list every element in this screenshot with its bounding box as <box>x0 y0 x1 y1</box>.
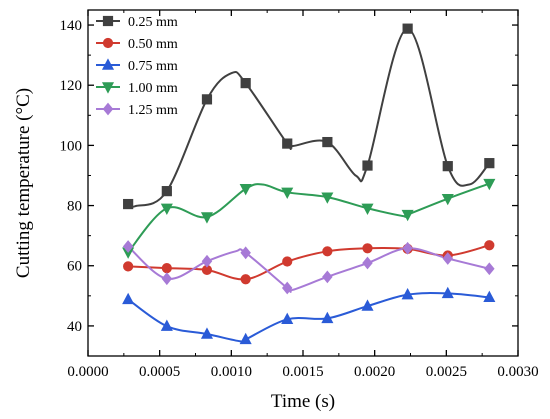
data-point-0-75-mm <box>321 311 334 324</box>
data-point-0-50-mm <box>484 240 495 251</box>
x-tick-label: 0.0005 <box>139 364 180 380</box>
legend: 0.25 mm 0.50 mm 0.75 mm 1.00 mm 1.25 mm <box>96 15 178 118</box>
data-point-0-25-mm <box>322 136 333 148</box>
data-point-1-00-mm <box>441 193 454 206</box>
y-tick-label: 80 <box>67 199 82 215</box>
data-point-1-25-mm <box>322 270 333 284</box>
legend-label-1-25-mm: 1.25 mm <box>128 103 178 118</box>
legend-marker-0-25-mm <box>102 15 114 27</box>
x-tick-label: 0.0020 <box>354 364 395 380</box>
x-tick-label: 0.0000 <box>67 364 108 380</box>
data-point-1-25-mm <box>240 246 251 260</box>
legend-marker-1-00-mm <box>101 82 115 94</box>
data-point-1-25-mm <box>281 281 293 295</box>
data-point-0-25-mm <box>201 94 213 105</box>
data-point-0-25-mm <box>161 186 172 197</box>
x-tick-label: 0.0015 <box>282 364 323 380</box>
series-line-1-00-mm <box>127 182 490 253</box>
data-point-1-00-mm <box>160 203 173 215</box>
data-point-1-25-mm <box>362 256 373 270</box>
data-point-0-50-mm <box>322 246 333 257</box>
data-point-0-75-mm <box>122 292 135 305</box>
data-point-0-75-mm <box>281 312 294 324</box>
data-point-0-75-mm <box>441 286 454 299</box>
data-point-0-50-mm <box>240 274 251 285</box>
data-point-1-00-mm <box>401 209 414 222</box>
data-point-0-50-mm <box>123 261 134 272</box>
data-point-0-75-mm <box>361 299 374 311</box>
data-point-0-50-mm <box>282 256 293 267</box>
data-point-0-50-mm <box>362 243 373 254</box>
data-point-0-25-mm <box>282 138 293 149</box>
data-point-0-75-mm <box>160 319 173 331</box>
series-line-0-25-mm <box>127 27 491 208</box>
data-point-0-75-mm <box>401 287 414 300</box>
legend-label-1-00-mm: 1.00 mm <box>128 81 178 96</box>
data-point-1-25-mm <box>484 262 495 276</box>
legend-marker-1-25-mm <box>102 102 114 116</box>
axes: 0.0000 0.0005 0.0010 0.0015 0.0020 0.0025 0.00… <box>60 9 539 380</box>
legend-marker-0-75-mm <box>101 58 115 70</box>
data-point-0-25-mm <box>240 78 251 89</box>
data-point-1-00-mm <box>361 203 374 215</box>
y-tick-label: 60 <box>67 259 82 275</box>
series-lines <box>127 27 491 344</box>
data-point-0-75-mm <box>200 327 213 339</box>
data-point-1-00-mm <box>321 192 334 204</box>
data-point-0-75-mm <box>483 290 496 303</box>
x-tick-label: 0.0010 <box>211 364 252 380</box>
data-point-1-00-mm <box>239 184 252 196</box>
y-tick-label: 140 <box>60 18 83 34</box>
data-point-1-00-mm <box>200 212 213 224</box>
legend-marker-0-50-mm <box>102 37 114 49</box>
x-tick-label: 0.0025 <box>426 364 467 380</box>
y-tick-label: 40 <box>67 319 82 335</box>
y-axis-title: Cutting temperature (°C) <box>13 88 34 278</box>
data-point-1-25-mm <box>402 241 413 255</box>
data-point-0-25-mm <box>442 161 453 172</box>
data-point-1-00-mm <box>483 178 496 191</box>
series-line-0-75-mm <box>127 292 490 344</box>
legend-label-0-75-mm: 0.75 mm <box>128 59 178 74</box>
data-point-0-25-mm <box>402 23 413 34</box>
data-point-0-25-mm <box>362 160 373 171</box>
legend-label-0-50-mm: 0.50 mm <box>128 37 178 52</box>
series-markers <box>122 23 496 345</box>
x-axis-title: Time (s) <box>271 391 335 412</box>
y-tick-label: 100 <box>60 138 83 154</box>
data-point-1-25-mm <box>442 252 454 265</box>
x-tick-label: 0.0030 <box>497 364 538 380</box>
data-point-1-25-mm <box>161 272 173 286</box>
data-point-1-25-mm <box>201 254 213 268</box>
legend-label-0-25-mm: 0.25 mm <box>128 15 178 30</box>
data-point-0-25-mm <box>484 158 495 169</box>
y-tick-label: 120 <box>60 78 83 94</box>
data-point-0-75-mm <box>239 332 252 345</box>
data-point-1-00-mm <box>281 187 294 199</box>
data-point-0-50-mm <box>161 263 172 274</box>
data-point-1-25-mm <box>122 240 134 253</box>
data-point-0-25-mm <box>123 198 134 210</box>
